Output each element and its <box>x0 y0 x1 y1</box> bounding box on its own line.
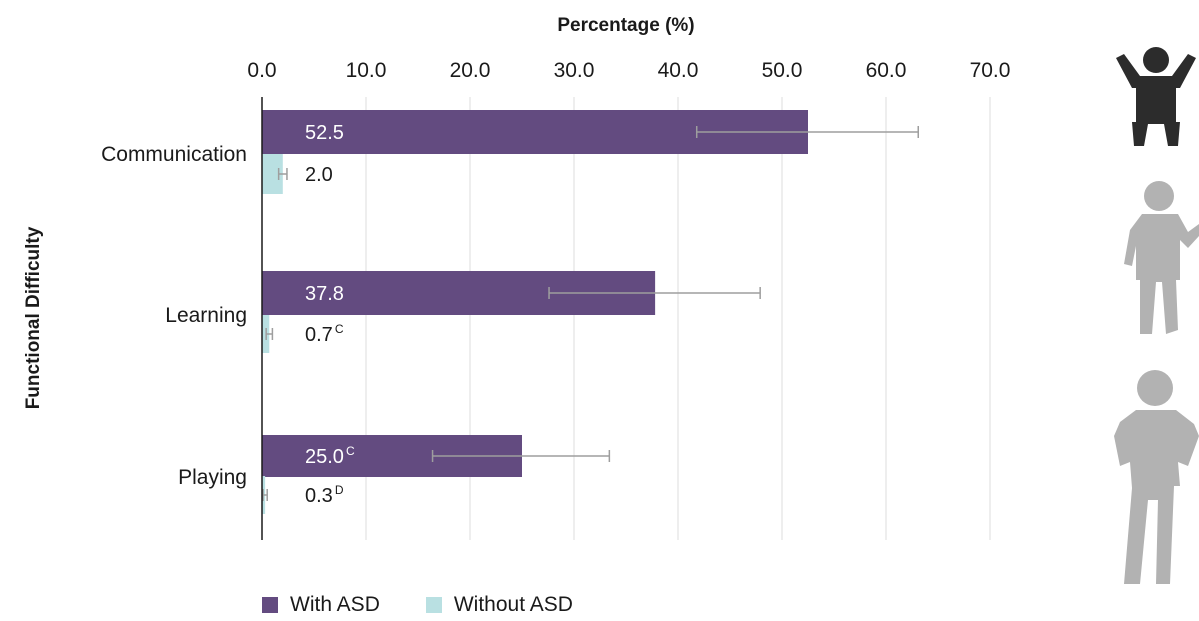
legend-swatch-with-asd <box>262 597 278 613</box>
decorative-icons <box>1114 47 1199 584</box>
data-label-superscript: C <box>346 444 355 458</box>
category-label: Communication <box>101 143 247 166</box>
x-tick-label: 50.0 <box>762 59 803 82</box>
y-axis-title: Functional Difficulty <box>23 226 44 409</box>
category-labels: Communication Learning Playing <box>101 143 247 489</box>
data-label: 0.7 C <box>305 322 344 346</box>
data-label: 52.5 <box>305 122 344 144</box>
x-tick-label: 60.0 <box>866 59 907 82</box>
category-label: Learning <box>165 304 247 327</box>
bars: 52.52.037.80.7 C25.0 C0.3 D <box>262 110 919 514</box>
category-label: Playing <box>178 466 247 489</box>
child-hands-on-hips-icon <box>1114 370 1199 584</box>
legend-item-with-asd: With ASD <box>262 593 380 617</box>
legend-label-with-asd: With ASD <box>290 593 380 616</box>
data-label: 37.8 <box>305 283 344 305</box>
x-tick-label: 30.0 <box>554 59 595 82</box>
x-tick-label: 20.0 <box>450 59 491 82</box>
legend-label-without-asd: Without ASD <box>453 593 573 616</box>
bar-without-asd <box>262 154 283 194</box>
x-axis-title: Percentage (%) <box>557 15 694 36</box>
legend-item-without-asd: Without ASD <box>425 593 573 617</box>
x-tick-label: 70.0 <box>970 59 1011 82</box>
data-label: 2.0 <box>305 164 333 186</box>
child-arms-raised-icon <box>1116 47 1196 146</box>
gridlines <box>365 97 991 540</box>
child-waving-icon <box>1124 181 1199 334</box>
x-tick-label: 0.0 <box>247 59 276 82</box>
x-tick-label: 40.0 <box>658 59 699 82</box>
legend: With ASD Without ASD <box>262 593 573 617</box>
x-tick-label: 10.0 <box>346 59 387 82</box>
legend-swatch-without-asd <box>425 597 442 613</box>
data-label-superscript: D <box>335 483 344 497</box>
data-label: 0.3 D <box>305 483 344 507</box>
data-label-superscript: C <box>335 322 344 336</box>
x-tick-labels: 0.0 10.0 20.0 30.0 40.0 50.0 60.0 70.0 <box>247 59 1010 82</box>
